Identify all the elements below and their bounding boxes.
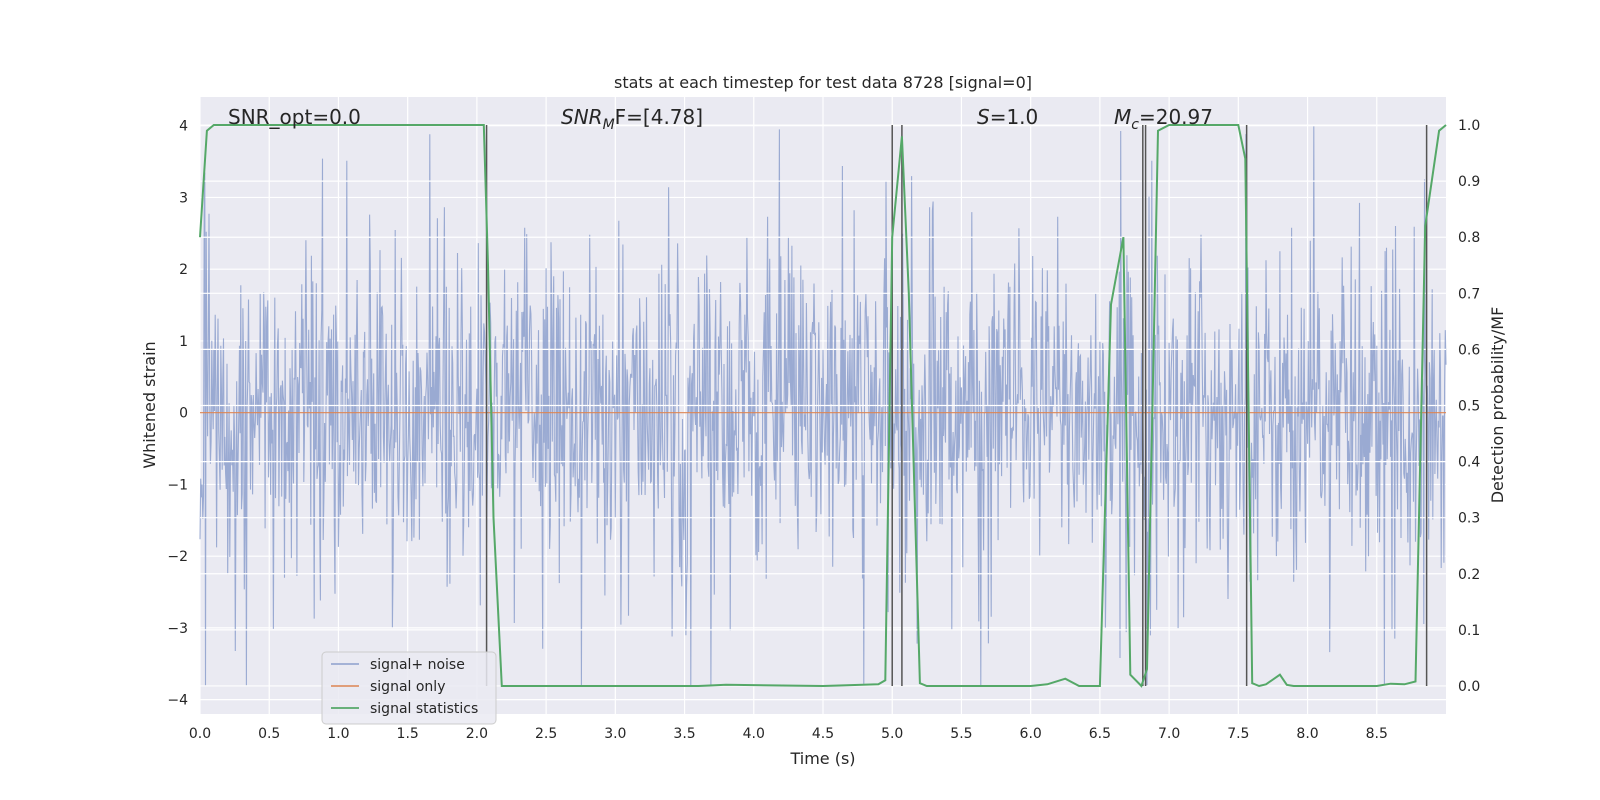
x-tick-label: 8.5 [1366,726,1388,742]
x-tick-label: 4.0 [743,726,765,742]
x-tick-label: 0.0 [189,726,211,742]
y-tick-label: −2 [167,549,188,565]
x-tick-label: 8.0 [1296,726,1318,742]
y2-tick-label: 0.0 [1458,679,1480,695]
x-axis-label: Time (s) [789,749,855,768]
annotation-mc-sub: c [1131,117,1139,133]
y-tick-label: −3 [167,621,188,637]
y2-tick-label: 0.3 [1458,511,1480,527]
annotation-snr-mf: SNRMF=[4.78] [561,105,703,133]
y2-tick-label: 0.5 [1458,399,1480,415]
y2-tick-label: 0.4 [1458,455,1480,471]
x-tick-label: 4.5 [812,726,834,742]
y2-tick-label: 0.7 [1458,286,1480,302]
prediction-lines [485,125,1428,686]
x-tick-label: 7.5 [1227,726,1249,742]
y2-tick-label: 0.2 [1458,567,1480,583]
annotation-mc: Mc=20.97 [1114,105,1213,133]
y-tick-label: 2 [179,262,188,278]
y2-tick-label: 0.9 [1458,174,1480,190]
x-tick-label: 6.0 [1020,726,1042,742]
y2-tick-labels: 1.0 0.9 0.8 0.7 0.6 0.5 0.4 0.3 0.2 0.1 0.0 [1458,118,1480,695]
annotation-s-rest: =1.0 [990,105,1039,129]
annotation-mc-main: M [1114,105,1131,129]
annotation-snr-mf-rest: F=[4.78] [615,105,703,129]
stats-series [199,124,1447,688]
chart-title: stats at each timestep for test data 872… [614,73,1032,92]
y-tick-labels: 4 3 2 1 0 −1 −2 −3 −4 [167,119,188,709]
annotation-snr-mf-sub: M [603,117,615,133]
y-tick-label: 0 [179,406,188,422]
x-tick-label: 3.5 [673,726,695,742]
x-tick-label: 2.5 [535,726,557,742]
y2-axis-label: Detection probability/MF [1488,307,1507,504]
x-tick-label: 0.5 [258,726,280,742]
x-tick-label: 5.0 [881,726,903,742]
y-tick-label: −4 [167,693,188,709]
x-tick-label: 7.0 [1158,726,1180,742]
y2-tick-label: 0.8 [1458,230,1480,246]
legend-label-signal: signal only [370,679,445,695]
x-tick-label: 5.5 [950,726,972,742]
y-tick-label: 1 [179,334,188,350]
legend-label-noise: signal+ noise [370,657,465,673]
x-tick-label: 3.0 [604,726,626,742]
legend-label-stats: signal statistics [370,701,478,717]
x-tick-label: 6.5 [1089,726,1111,742]
legend: signal+ noise signal only signal statist… [321,651,497,725]
y2-tick-label: 0.1 [1458,623,1480,639]
stats-trace [199,124,1447,688]
annotation-snr-mf-main: SNR [561,105,603,129]
x-tick-label: 2.0 [466,726,488,742]
x-tick-labels: 0.0 0.5 1.0 1.5 2.0 2.5 3.0 3.5 4.0 4.5 5.0 5.5 6.0 6… [189,726,1388,742]
annotation-mc-rest: =20.97 [1139,105,1213,129]
y-tick-label: 3 [179,190,188,206]
y-tick-label: −1 [167,477,188,493]
y-tick-label: 4 [179,119,188,135]
x-tick-label: 1.0 [327,726,349,742]
y-axis-label: Whitened strain [140,341,159,468]
x-tick-label: 1.5 [397,726,419,742]
legend-box [321,651,497,725]
y2-tick-label: 0.6 [1458,342,1480,358]
annotation-snr-opt: SNR_opt=0.0 [228,105,361,129]
y2-tick-label: 1.0 [1458,118,1480,134]
annotation-s: S=1.0 [977,105,1038,129]
annotation-s-main: S [977,105,990,129]
